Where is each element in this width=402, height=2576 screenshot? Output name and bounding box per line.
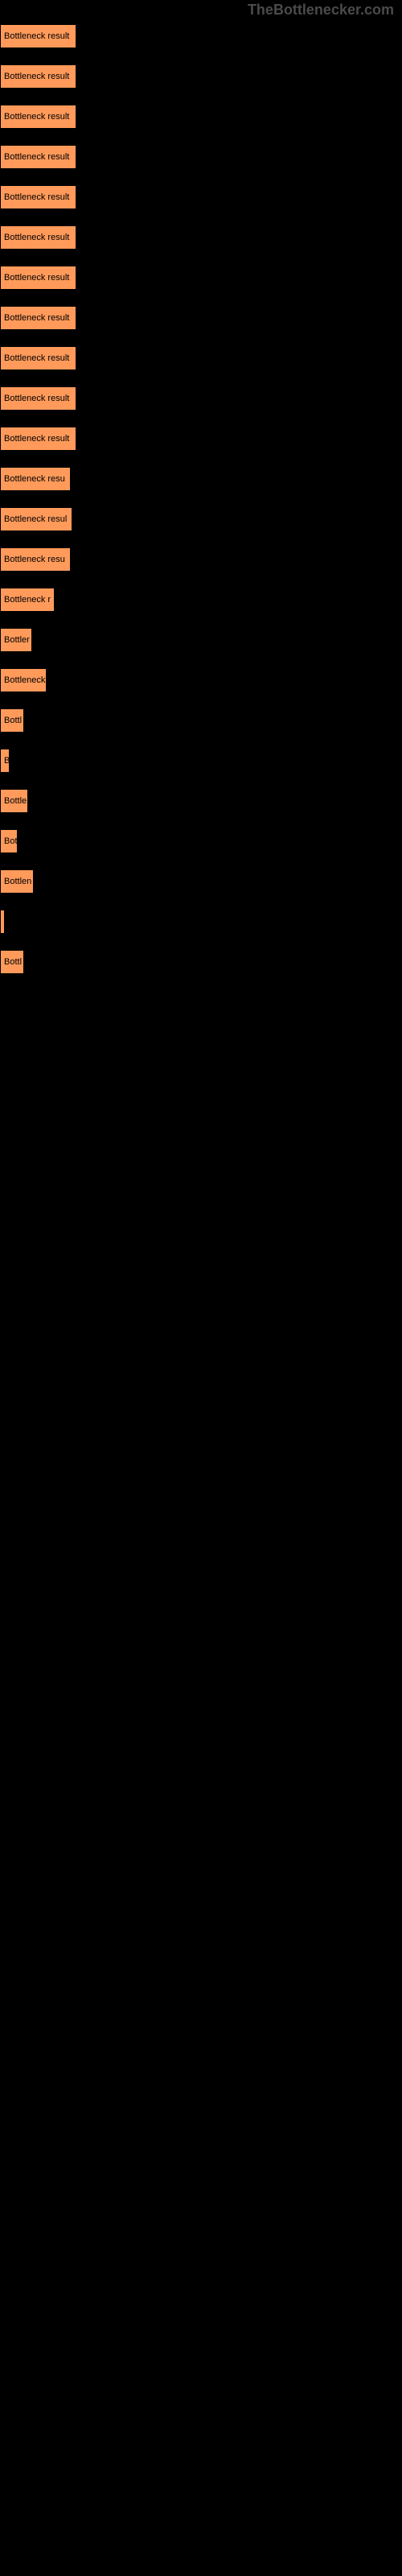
bar: Bottleneck resu bbox=[0, 547, 71, 572]
bar: Bottleneck result bbox=[0, 306, 76, 330]
bar-row: Bottl bbox=[0, 942, 402, 982]
bar: Bottleneck resul bbox=[0, 507, 72, 531]
bar: Bottler bbox=[0, 628, 32, 652]
bar-row: Bottleneck r bbox=[0, 580, 402, 620]
bar: Bottl bbox=[0, 708, 24, 733]
bar-row: Bottleneck result bbox=[0, 217, 402, 258]
bar: Bottleneck result bbox=[0, 266, 76, 290]
bar: Bottleneck result bbox=[0, 427, 76, 451]
bar: Bottleneck result bbox=[0, 185, 76, 209]
bar: Bottleneck result bbox=[0, 105, 76, 129]
bar-row: Bottleneck result bbox=[0, 378, 402, 419]
bar-row: Bottle bbox=[0, 781, 402, 821]
bar bbox=[0, 910, 5, 934]
bar-row: Bottleneck result bbox=[0, 338, 402, 378]
bar-row: Bottleneck resul bbox=[0, 499, 402, 539]
bar: Bottleneck result bbox=[0, 346, 76, 370]
bar: Bot bbox=[0, 829, 18, 853]
bar-row: Bot bbox=[0, 821, 402, 861]
bar-row: Bottleneck resu bbox=[0, 539, 402, 580]
bar: Bottlen bbox=[0, 869, 34, 894]
bar-chart: Bottleneck result Bottleneck result Bottle… bbox=[0, 16, 402, 982]
bar-row: Bottleneck result bbox=[0, 16, 402, 56]
bar-row: Bottleneck bbox=[0, 660, 402, 700]
bar: Bottleneck r bbox=[0, 588, 55, 612]
bar: Bottleneck bbox=[0, 668, 47, 692]
bar-row: Bottl bbox=[0, 700, 402, 741]
bar: Bottl bbox=[0, 950, 24, 974]
bar-row: B bbox=[0, 741, 402, 781]
bar-row: Bottler bbox=[0, 620, 402, 660]
bar: Bottleneck result bbox=[0, 386, 76, 411]
bar-row: Bottleneck resu bbox=[0, 459, 402, 499]
bar: Bottleneck resu bbox=[0, 467, 71, 491]
bar: Bottleneck result bbox=[0, 64, 76, 89]
bar-row: Bottleneck result bbox=[0, 258, 402, 298]
bar-row: Bottleneck result bbox=[0, 298, 402, 338]
bar-row: Bottlen bbox=[0, 861, 402, 902]
bar-row: Bottleneck result bbox=[0, 97, 402, 137]
bar-row: Bottleneck result bbox=[0, 419, 402, 459]
bar: Bottle bbox=[0, 789, 28, 813]
bar-row bbox=[0, 902, 402, 942]
bar: Bottleneck result bbox=[0, 145, 76, 169]
bar: Bottleneck result bbox=[0, 24, 76, 48]
bar: B bbox=[0, 749, 10, 773]
bar: Bottleneck result bbox=[0, 225, 76, 250]
bar-row: Bottleneck result bbox=[0, 177, 402, 217]
bar-row: Bottleneck result bbox=[0, 56, 402, 97]
bar-row: Bottleneck result bbox=[0, 137, 402, 177]
